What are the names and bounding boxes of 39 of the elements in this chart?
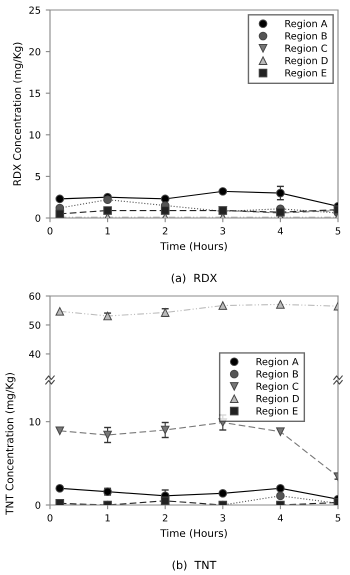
x-tick-label: 2 [162,514,168,522]
legend-label: Region C [256,382,298,392]
x-tick-label: 5 [336,227,340,235]
legend-label: Region A [256,358,299,368]
y-tick-label: 40 [29,350,40,358]
legend-label: Region B [256,370,298,380]
y-tick-label: 25 [29,6,40,14]
y-tick-label: 10 [30,418,40,426]
x-axis-title: Time (Hours) [160,242,227,252]
x-tick-label: 1 [106,227,110,234]
legend-label: Region A [285,20,328,30]
y-tick-label: 20 [29,48,40,56]
x-tick-label: 0 [48,227,52,235]
y-axis-title: TNT Concentration (mg/Kg) [5,373,16,515]
x-tick-label: 1 [106,514,110,522]
y-tick-label: 60 [29,292,40,300]
legend-label: Region B [285,32,327,42]
x-tick-label: 0 [48,514,52,522]
y-tick-label: 5 [36,173,40,180]
legend-label: Region D [285,56,328,66]
text: (a) RDX [172,274,217,284]
y-axis-title: RDX Concentration (mg/Kg) [12,42,24,186]
x-tick-label: 5 [336,514,340,522]
y-tick-label: 50 [29,321,40,329]
y-tick-label: 0 [35,214,40,222]
y-tick-label: 15 [30,90,40,98]
text: (b) TNT [172,560,216,570]
x-tick-label: 3 [220,227,226,235]
legend-label: Region E [285,69,326,78]
x-axis-title: Time (Hours) [160,528,227,538]
legend-label: Region D [256,394,299,404]
y-tick-label: 10 [30,131,40,139]
x-tick-label: 3 [220,514,226,522]
x-tick-label: 4 [278,514,283,522]
x-tick-label: 2 [162,227,168,234]
y-tick-label: 0 [35,501,40,509]
legend-label: Region C [285,44,328,54]
legend-label: Region E [256,407,298,416]
x-tick-label: 4 [278,227,283,234]
